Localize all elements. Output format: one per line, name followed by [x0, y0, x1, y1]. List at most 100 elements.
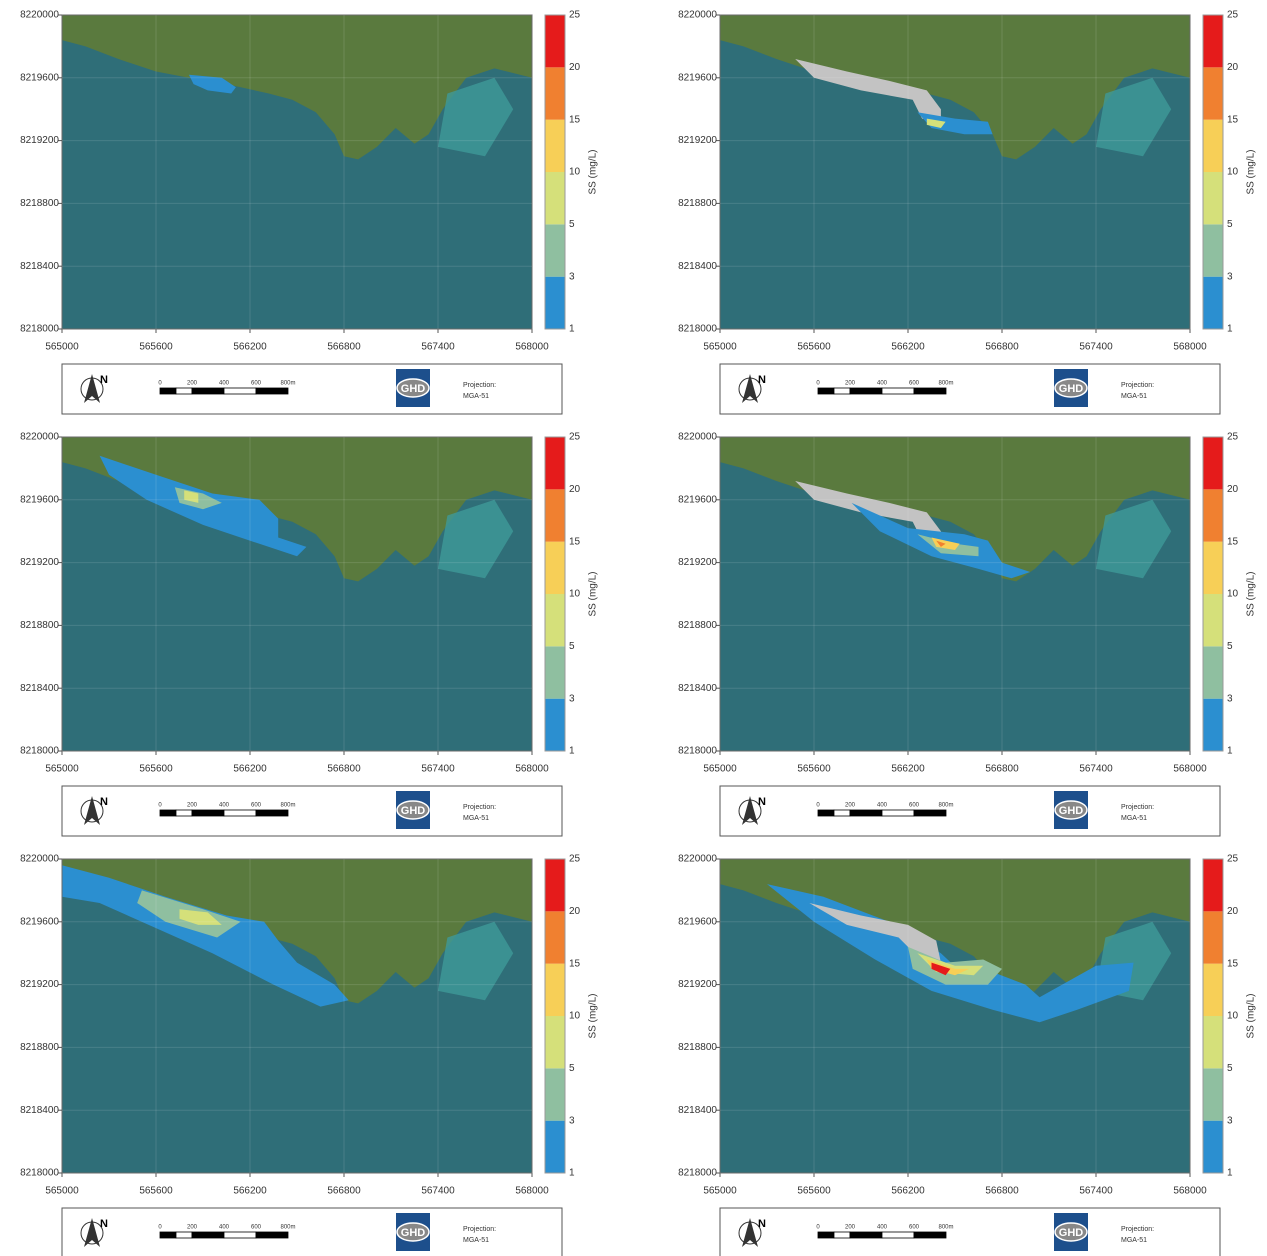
colorbar-class: [1203, 15, 1223, 67]
y-tick-label: 8219600: [20, 494, 59, 505]
colorbar-class: [1203, 67, 1223, 119]
scale-label: 200: [187, 381, 198, 387]
colorbar-tick-label: 1: [1227, 324, 1233, 335]
scale-segment: [176, 810, 192, 816]
y-tick-label: 8219200: [20, 135, 59, 146]
scale-segment: [192, 388, 224, 394]
scale-segment: [160, 810, 176, 816]
colorbar-class: [1203, 224, 1223, 276]
x-tick-label: 567400: [1079, 764, 1113, 775]
scale-label: 800m: [280, 1225, 295, 1231]
logo-text: GHD: [1059, 383, 1084, 395]
colorbar-class: [545, 1121, 565, 1173]
colorbar-tick-label: 15: [569, 536, 581, 547]
colorbar-class: [1203, 699, 1223, 751]
colorbar-tick-label: 1: [569, 324, 575, 335]
x-tick-label: 566200: [891, 342, 925, 353]
x-tick-label: 565600: [797, 342, 831, 353]
projection-label: Projection:: [1121, 804, 1154, 811]
scale-label: 800m: [938, 381, 953, 387]
north-label: N: [758, 1218, 766, 1230]
scale-segment: [160, 1232, 176, 1238]
colorbar-tick-label: 15: [569, 114, 581, 125]
colorbar-class: [545, 699, 565, 751]
colorbar-class: [545, 859, 565, 911]
x-tick-label: 568000: [1173, 1186, 1207, 1197]
colorbar-class: [1203, 646, 1223, 698]
colorbar-class: [1203, 120, 1223, 172]
y-tick-label: 8218000: [678, 746, 717, 757]
y-tick-label: 8219600: [678, 494, 717, 505]
colorbar-tick-label: 5: [1227, 641, 1233, 652]
y-tick-label: 8220000: [20, 10, 59, 21]
colorbar-class: [1203, 542, 1223, 594]
scale-segment: [818, 388, 834, 394]
colorbar-class: [1203, 489, 1223, 541]
x-tick-label: 565600: [797, 1186, 831, 1197]
colorbar-tick-label: 5: [1227, 219, 1233, 230]
y-tick-label: 8218000: [20, 746, 59, 757]
scale-segment: [850, 388, 882, 394]
x-tick-label: 568000: [515, 1186, 549, 1197]
x-tick-label: 565600: [139, 764, 173, 775]
y-tick-label: 8219200: [678, 135, 717, 146]
scale-segment: [192, 1232, 224, 1238]
y-tick-label: 8219200: [678, 979, 717, 990]
colorbar-tick-label: 3: [569, 1115, 575, 1126]
x-tick-label: 568000: [515, 342, 549, 353]
scale-segment: [818, 1232, 834, 1238]
x-tick-label: 566200: [233, 764, 267, 775]
scale-label: 600: [909, 381, 920, 387]
projection-value: MGA-51: [463, 1237, 489, 1244]
colorbar-label: SS (mg/L): [1246, 149, 1257, 194]
x-tick-label: 568000: [515, 764, 549, 775]
colorbar-tick-label: 10: [569, 167, 581, 178]
colorbar-tick-label: 10: [569, 589, 581, 600]
scale-label: 400: [219, 381, 230, 387]
colorbar-class: [545, 15, 565, 67]
colorbar-class: [1203, 277, 1223, 329]
colorbar-tick-label: 15: [1227, 536, 1239, 547]
colorbar-class: [545, 594, 565, 646]
scale-label: 800m: [938, 1225, 953, 1231]
footer-box: [62, 786, 562, 836]
figure: 565000 565600 566200 566800 567400 568000 8218…: [0, 0, 1267, 1256]
scale-segment: [160, 388, 176, 394]
scale-segment: [882, 1232, 914, 1238]
colorbar-tick-label: 20: [569, 484, 581, 495]
scale-label: 200: [187, 1225, 198, 1231]
y-tick-label: 8219200: [20, 979, 59, 990]
colorbar-tick-label: 25: [1227, 10, 1239, 21]
scale-label: 200: [845, 381, 856, 387]
x-tick-label: 567400: [1079, 342, 1113, 353]
y-tick-label: 8218000: [678, 1168, 717, 1179]
scale-label: 200: [187, 803, 198, 809]
x-tick-label: 566800: [985, 342, 1019, 353]
colorbar-class: [1203, 911, 1223, 963]
colorbar-tick-label: 3: [1227, 271, 1233, 282]
x-tick-label: 565000: [703, 1186, 737, 1197]
north-label: N: [100, 1218, 108, 1230]
projection-value: MGA-51: [1121, 393, 1147, 400]
colorbar-tick-label: 3: [1227, 1115, 1233, 1126]
logo-text: GHD: [1059, 1227, 1084, 1239]
y-tick-label: 8218800: [678, 1042, 717, 1053]
colorbar-class: [545, 489, 565, 541]
scale-label: 400: [219, 1225, 230, 1231]
y-tick-label: 8218000: [20, 1168, 59, 1179]
colorbar-label: SS (mg/L): [588, 571, 599, 616]
scale-segment: [914, 810, 946, 816]
scale-segment: [224, 388, 256, 394]
colorbar-tick-label: 1: [1227, 746, 1233, 757]
colorbar-tick-label: 20: [1227, 484, 1239, 495]
colorbar-class: [1203, 172, 1223, 224]
map-panel: 5650005656005662005668005674005680008218…: [20, 854, 599, 1256]
colorbar-class: [545, 277, 565, 329]
y-tick-label: 8218000: [678, 324, 717, 335]
y-tick-label: 8219600: [678, 916, 717, 927]
y-tick-label: 8218400: [678, 1105, 717, 1116]
colorbar-label: SS (mg/L): [1246, 993, 1257, 1038]
colorbar-class: [545, 542, 565, 594]
projection-value: MGA-51: [1121, 1237, 1147, 1244]
